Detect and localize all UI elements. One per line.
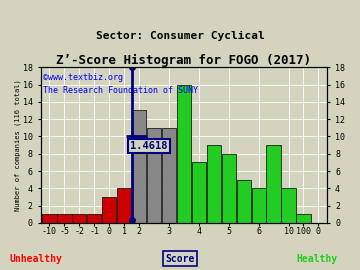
- Bar: [222, 154, 236, 223]
- Bar: [87, 214, 102, 223]
- Bar: [207, 145, 221, 223]
- Y-axis label: Number of companies (116 total): Number of companies (116 total): [15, 79, 22, 211]
- Title: Z’-Score Histogram for FOGO (2017): Z’-Score Histogram for FOGO (2017): [57, 54, 311, 67]
- Bar: [162, 128, 176, 223]
- Text: Score: Score: [165, 254, 195, 264]
- Bar: [102, 197, 116, 223]
- Bar: [42, 214, 57, 223]
- Bar: [237, 180, 251, 223]
- Bar: [296, 214, 311, 223]
- Text: 1.4618: 1.4618: [130, 141, 168, 151]
- Bar: [72, 214, 86, 223]
- Bar: [147, 128, 161, 223]
- Bar: [282, 188, 296, 223]
- Bar: [177, 85, 191, 223]
- Bar: [266, 145, 281, 223]
- Bar: [252, 188, 266, 223]
- Text: The Research Foundation of SUNY: The Research Foundation of SUNY: [44, 86, 198, 95]
- Text: Sector: Consumer Cyclical: Sector: Consumer Cyclical: [96, 31, 264, 41]
- Bar: [117, 188, 131, 223]
- Bar: [132, 110, 146, 223]
- Text: Unhealthy: Unhealthy: [10, 254, 62, 264]
- Bar: [192, 162, 206, 223]
- Bar: [57, 214, 72, 223]
- Text: ©www.textbiz.org: ©www.textbiz.org: [44, 73, 123, 82]
- Text: Healthy: Healthy: [296, 254, 337, 264]
